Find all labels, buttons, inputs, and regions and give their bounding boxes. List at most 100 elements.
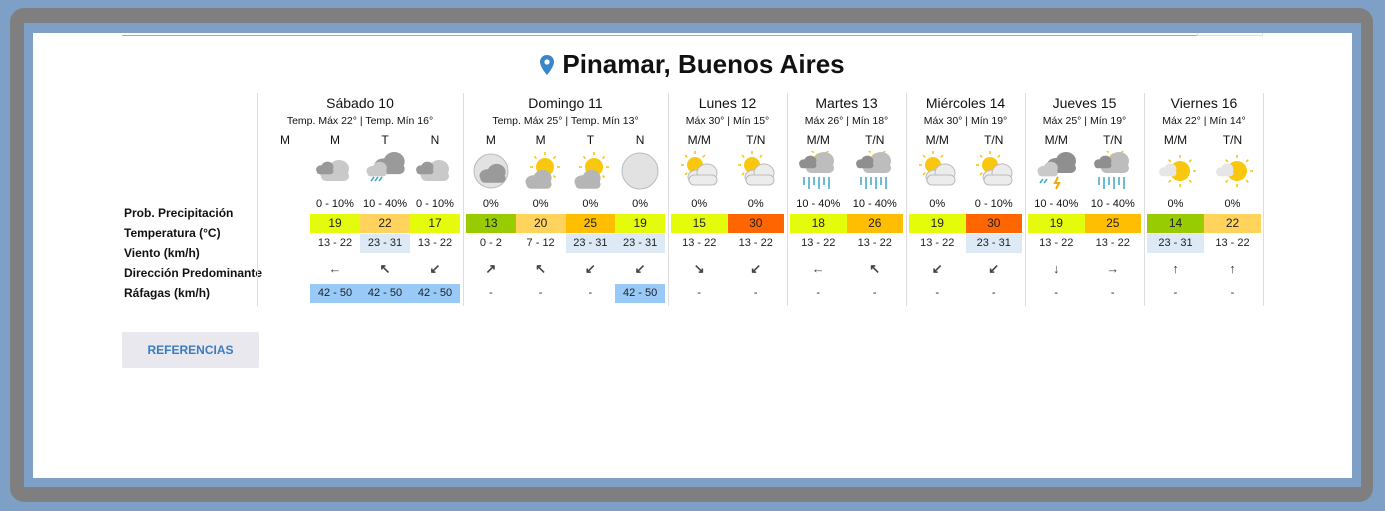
- gusts-cell: -: [1110, 287, 1115, 299]
- sun-small-cloud-icon: [1211, 151, 1255, 191]
- location-title: Pinamar, Buenos Aires: [33, 49, 1352, 80]
- wind-speed: 13 - 22: [920, 237, 955, 249]
- temperature-cell: 19: [1028, 214, 1085, 233]
- precip-prob: 10 - 40%: [796, 198, 841, 210]
- precip-prob: 0 - 10%: [416, 198, 454, 210]
- period-label: T/N: [1222, 133, 1243, 147]
- temperature-cell: 19: [909, 214, 966, 233]
- gusts-cell: 42 - 50: [360, 284, 410, 303]
- wind-direction-arrow-icon: ←: [328, 261, 342, 276]
- temperature-cell: 20: [515, 214, 566, 233]
- storm-drizzle-icon: [363, 151, 407, 191]
- precip-prob: 10 - 40%: [1034, 198, 1079, 210]
- period-column: T/N 0 - 10% 30 23 - 31 ↙ -: [965, 93, 1022, 306]
- rain-icon: [1091, 147, 1135, 191]
- moon-icon: [618, 151, 662, 191]
- period-label: T/N: [984, 133, 1004, 147]
- wind-speed: 23 - 31: [565, 234, 616, 253]
- precip-prob: 0 - 10%: [974, 198, 1013, 210]
- gusts-cell: -: [872, 287, 877, 299]
- gusts-cell: 42 - 50: [615, 284, 665, 303]
- period-column: N 0 - 10% 17 13 - 22 ↙ 42 - 50: [410, 93, 460, 306]
- period-label: M: [485, 133, 496, 147]
- period-label: N: [430, 133, 440, 147]
- day-min-max: Temp. Máx 25° | Temp. Mín 13°: [492, 115, 639, 127]
- sun-cloud-icon: [519, 151, 563, 191]
- gusts-cell: -: [697, 287, 702, 299]
- cloudy-icon: [413, 151, 457, 191]
- search-button[interactable]: [1197, 33, 1263, 36]
- wind-speed: 13 - 22: [738, 237, 773, 249]
- temperature-cell: 22: [360, 214, 410, 233]
- sun-cloud-icon: [568, 151, 612, 191]
- period-column: M/M 10 - 40% 19 13 - 22 ↓ -: [1028, 93, 1085, 306]
- period-column: T 10 - 40% 22 23 - 31 ↖ 42 - 50: [360, 93, 410, 306]
- day-column: Miércoles 14 Máx 30° | Mín 19° M/M 0% 19 13 -…: [906, 93, 1024, 306]
- period-column: T/N 0% 22 13 - 22 ↑ -: [1204, 93, 1261, 306]
- temperature-cell: 19: [310, 214, 360, 233]
- day-name: Viernes 16: [1170, 95, 1238, 111]
- wind-direction-arrow-icon: ↘: [693, 261, 705, 276]
- period-label: M/M: [1163, 133, 1188, 147]
- label-wind: Viento (km/h): [124, 246, 200, 260]
- wind-speed: 13 - 22: [317, 237, 353, 249]
- location-name: Pinamar, Buenos Aires: [562, 49, 845, 79]
- wind-speed: 13 - 22: [417, 237, 453, 249]
- label-precip: Prob. Precipitación: [124, 206, 234, 220]
- period-label: M: [535, 133, 546, 147]
- partly-cloudy-icon: [677, 151, 721, 191]
- period-column: M 0% 13 0 - 2 ↗ -: [466, 93, 516, 306]
- wind-direction-arrow-icon: ↙: [584, 261, 596, 276]
- period-label: T: [381, 133, 389, 147]
- precip-prob: 10 - 40%: [362, 198, 408, 210]
- thunderstorm-icon: [1034, 151, 1078, 191]
- wind-speed: 23 - 31: [965, 234, 1022, 253]
- wind-speed: 23 - 31: [615, 234, 665, 253]
- wind-direction-arrow-icon: ↙: [750, 261, 762, 276]
- wind-direction-arrow-icon: ↑: [1229, 261, 1236, 276]
- wind-direction-arrow-icon: ↗: [485, 261, 497, 276]
- day-column: Sábado 10 Temp. Máx 22° | Temp. Mín 16° M M…: [257, 93, 462, 306]
- period-label: N: [635, 133, 645, 147]
- precip-prob: 0%: [482, 198, 499, 210]
- period-label: M: [280, 133, 290, 147]
- gusts-cell: 42 - 50: [410, 284, 460, 303]
- wind-direction-arrow-icon: →: [1106, 261, 1120, 276]
- gusts-cell: 42 - 50: [310, 284, 360, 303]
- wind-direction-arrow-icon: ↙: [429, 261, 441, 276]
- forecast-page: Pinamar, Buenos Aires Prob. Precipitació…: [33, 33, 1352, 478]
- day-name: Martes 13: [815, 95, 878, 111]
- period-label: M/M: [806, 133, 830, 147]
- day-min-max: Máx 30° | Mín 15°: [685, 115, 770, 127]
- rain-icon: [796, 147, 840, 191]
- period-label: M/M: [1044, 133, 1068, 147]
- day-name: Sábado 10: [326, 95, 394, 111]
- day-min-max: Temp. Máx 22° | Temp. Mín 16°: [286, 115, 434, 127]
- period-column: T/N 0% 30 13 - 22 ↙ -: [727, 93, 784, 306]
- period-label: T/N: [1103, 133, 1123, 147]
- period-column: T/N 10 - 40% 25 13 - 22 → -: [1084, 93, 1141, 306]
- precip-prob: 0%: [632, 198, 649, 210]
- wind-speed: 13 - 22: [801, 237, 836, 249]
- temperature-cell: 15: [671, 214, 728, 233]
- wind-direction-arrow-icon: ↙: [634, 261, 646, 276]
- gusts-cell: -: [991, 287, 996, 299]
- wind-direction-arrow-icon: ↓: [1053, 261, 1060, 276]
- day-column: Jueves 15 Máx 25° | Mín 19° M/M 10 - 40% 19 1…: [1025, 93, 1143, 306]
- day-column: Domingo 11 Temp. Máx 25° | Temp. Mín 13° M…: [463, 93, 667, 306]
- precip-prob: 10 - 40%: [852, 198, 897, 210]
- gusts-cell: -: [816, 287, 821, 299]
- gusts-cell: -: [753, 287, 758, 299]
- period-column: M/M 0% 14 23 - 31 ↑ -: [1147, 93, 1204, 306]
- precip-prob: 0 - 10%: [316, 198, 354, 210]
- temperature-cell: 25: [565, 214, 616, 233]
- precip-prob: 10 - 40%: [1090, 198, 1135, 210]
- search-input[interactable]: [122, 33, 1197, 36]
- precip-prob: 0%: [929, 198, 946, 210]
- wind-speed: 13 - 22: [1095, 237, 1130, 249]
- references-button[interactable]: REFERENCIAS: [122, 332, 259, 368]
- period-column: M/M 10 - 40% 18 13 - 22 ← -: [790, 93, 847, 306]
- wind-speed: 13 - 22: [682, 237, 717, 249]
- precip-prob: 0%: [1167, 198, 1184, 210]
- temperature-cell: 30: [965, 214, 1022, 233]
